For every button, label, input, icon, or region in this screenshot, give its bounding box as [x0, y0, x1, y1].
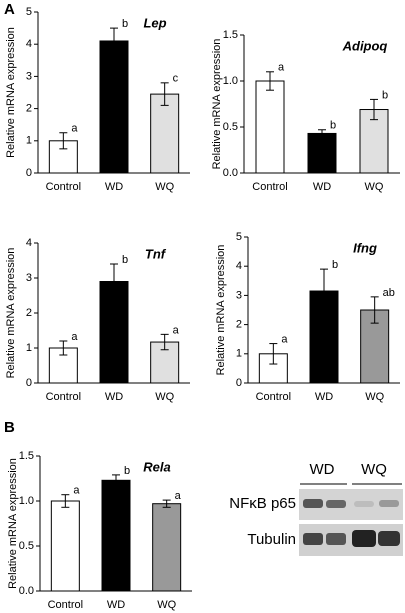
- bar: [101, 479, 131, 592]
- x-tick-label: WD: [313, 181, 331, 193]
- y-tick-label: 1: [26, 135, 32, 147]
- x-tick-label: WQ: [155, 181, 174, 193]
- x-tick-label: Control: [46, 391, 81, 403]
- chart-title: Rela: [143, 459, 170, 474]
- y-tick-label: 4: [236, 260, 242, 272]
- x-tick-label: Control: [46, 181, 81, 193]
- y-tick-label: 1.0: [223, 75, 238, 87]
- y-tick-label: 0.0: [19, 585, 34, 597]
- chart-title: Adipoq: [342, 38, 388, 53]
- x-tick-label: WD: [315, 391, 333, 403]
- y-tick-label: 1: [26, 342, 32, 354]
- bar: [255, 80, 285, 174]
- y-tick-label: 2: [236, 319, 242, 331]
- y-tick-label: 2: [26, 103, 32, 115]
- chart-title: Ifng: [353, 240, 377, 255]
- x-tick-label: WD: [107, 599, 125, 611]
- y-tick-label: 4: [26, 38, 32, 50]
- blot-group: WQ: [361, 461, 387, 478]
- x-tick-label: WD: [105, 181, 123, 193]
- bar: [50, 500, 80, 592]
- y-tick-label: 5: [236, 231, 242, 243]
- significance-letter: ab: [383, 287, 395, 299]
- y-axis-label: Relative mRNA expression: [211, 39, 223, 170]
- y-tick-label: 2: [26, 307, 32, 319]
- y-tick-label: 0: [236, 377, 242, 389]
- significance-letter: b: [382, 89, 388, 101]
- blot-row-label: Tubulin: [247, 531, 296, 548]
- x-tick-label: WQ: [365, 391, 384, 403]
- bar: [307, 132, 337, 174]
- y-axis-label: Relative mRNA expression: [215, 245, 227, 376]
- significance-letter: a: [281, 333, 288, 345]
- significance-letter: a: [71, 123, 78, 135]
- y-tick-label: 5: [26, 6, 32, 18]
- significance-letter: b: [332, 259, 338, 271]
- y-tick-label: 3: [26, 70, 32, 82]
- y-tick-label: 0.5: [19, 540, 34, 552]
- significance-letter: b: [330, 120, 336, 132]
- panel-label: A: [4, 1, 15, 18]
- y-tick-label: 0.0: [223, 167, 238, 179]
- x-tick-label: Control: [48, 599, 83, 611]
- x-tick-label: WQ: [157, 599, 176, 611]
- y-tick-label: 3: [236, 289, 242, 301]
- y-axis-label: Relative mRNA expression: [7, 458, 19, 589]
- x-tick-label: WQ: [155, 391, 174, 403]
- y-tick-label: 3: [26, 272, 32, 284]
- y-tick-label: 1.5: [223, 29, 238, 41]
- chart-title: Tnf: [145, 246, 167, 261]
- significance-letter: b: [122, 254, 128, 266]
- y-tick-label: 0.5: [223, 121, 238, 133]
- blot-group: WD: [310, 461, 335, 478]
- bar: [152, 503, 182, 592]
- significance-letter: a: [73, 485, 80, 497]
- significance-letter: c: [173, 73, 179, 85]
- y-tick-label: 0: [26, 377, 32, 389]
- x-tick-label: WD: [105, 391, 123, 403]
- significance-letter: a: [278, 62, 285, 74]
- bar: [48, 140, 78, 174]
- y-tick-label: 1.0: [19, 495, 34, 507]
- bar: [150, 93, 180, 174]
- y-tick-label: 1.5: [19, 450, 34, 462]
- significance-letter: a: [175, 490, 182, 502]
- y-axis-label: Relative mRNA expression: [5, 248, 17, 379]
- significance-letter: b: [122, 18, 128, 30]
- x-tick-label: Control: [252, 181, 287, 193]
- chart-title: Lep: [143, 15, 166, 30]
- y-tick-label: 1: [236, 348, 242, 360]
- y-axis-label: Relative mRNA expression: [5, 27, 17, 158]
- panel-label: B: [4, 419, 15, 436]
- x-tick-label: Control: [256, 391, 291, 403]
- y-tick-label: 0: [26, 167, 32, 179]
- blot-row-label: NFκB p65: [229, 495, 296, 512]
- bar: [99, 40, 129, 174]
- significance-letter: a: [173, 324, 180, 336]
- blot-strip: [299, 489, 403, 556]
- significance-letter: b: [124, 465, 130, 477]
- significance-letter: a: [71, 331, 78, 343]
- y-tick-label: 4: [26, 237, 32, 249]
- x-tick-label: WQ: [365, 181, 384, 193]
